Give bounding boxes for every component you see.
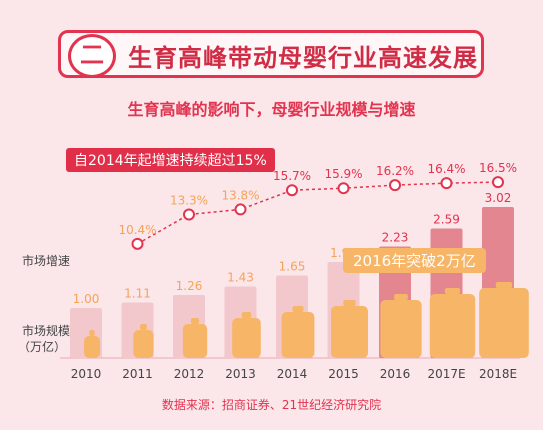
page-title: 生育高峰带动母婴行业高速发展 [128, 44, 478, 72]
bottle-body [133, 330, 154, 358]
growth-value-label: 15.7% [273, 169, 311, 183]
scale-value-label: 2.59 [433, 213, 460, 227]
scale-axis-unit: （万亿） [18, 340, 67, 354]
category-label: 2014 [277, 367, 308, 381]
category-label: 2017E [427, 367, 465, 381]
bottle-cap [495, 282, 513, 288]
growth-point [286, 184, 298, 197]
bottle-cap [89, 330, 95, 336]
scale-value-label: 1.00 [73, 292, 100, 306]
growth-value-label: 16.2% [376, 164, 414, 178]
growth-line [137, 181, 499, 245]
title-box [58, 30, 484, 78]
growth-value-label: 16.4% [427, 162, 465, 176]
bottle-cap [292, 306, 304, 312]
growth-callout: 自2014年起增速持续超过15% [66, 148, 275, 172]
bottle-cap [140, 324, 147, 330]
scale-value-label: 1.43 [227, 271, 254, 285]
bottle-cap [343, 300, 356, 306]
category-label: 2013 [225, 367, 256, 381]
bottle-body [281, 312, 315, 358]
growth-point [389, 179, 401, 192]
growth-point [183, 208, 195, 221]
growth-value-label: 13.3% [170, 193, 208, 207]
category-label: 2010 [71, 367, 102, 381]
growth-axis-label: 市场增速 [22, 254, 71, 268]
bottle-cap [444, 288, 461, 294]
bottle-body [182, 324, 208, 358]
scale-value-label: 1.11 [124, 287, 151, 301]
bottle-body [380, 300, 422, 358]
scale-value-label: 3.02 [485, 191, 512, 205]
bottle-body [84, 336, 100, 358]
growth-point [492, 176, 504, 189]
bottle-cap [394, 294, 408, 300]
category-label: 2012 [174, 367, 205, 381]
scale-value-label: 2.23 [382, 231, 409, 245]
growth-value-label: 15.9% [324, 167, 362, 181]
growth-value-label: 10.4% [118, 223, 156, 237]
bottle-cap [190, 318, 200, 324]
chart-subtitle: 生育高峰的影响下，母婴行业规模与增速 [127, 100, 416, 119]
scale-value-label: 1.65 [279, 260, 306, 274]
growth-point [131, 237, 144, 250]
growth-value-label: 13.8% [221, 188, 259, 202]
bottle-cap [241, 312, 252, 318]
source-note: 数据来源：招商证券、21世纪经济研究院 [161, 398, 382, 412]
section-number: 二 [68, 34, 116, 78]
category-label: 2015 [328, 367, 359, 381]
growth-point [440, 177, 453, 190]
growth-point [337, 182, 350, 195]
scale-value-label: 1.26 [176, 279, 203, 293]
category-label: 2018E [479, 367, 517, 381]
growth-point [234, 203, 247, 216]
bottle-body [232, 318, 261, 358]
scale-axis-label: 市场规模 [22, 324, 71, 338]
growth-value-label: 16.5% [479, 161, 517, 175]
category-label: 2011 [122, 367, 153, 381]
bottle-body [479, 288, 529, 358]
category-label: 2016 [380, 367, 411, 381]
bottle-body [429, 294, 476, 358]
milestone-callout: 2016年突破2万亿 [343, 248, 486, 273]
bottle-body [331, 306, 368, 358]
